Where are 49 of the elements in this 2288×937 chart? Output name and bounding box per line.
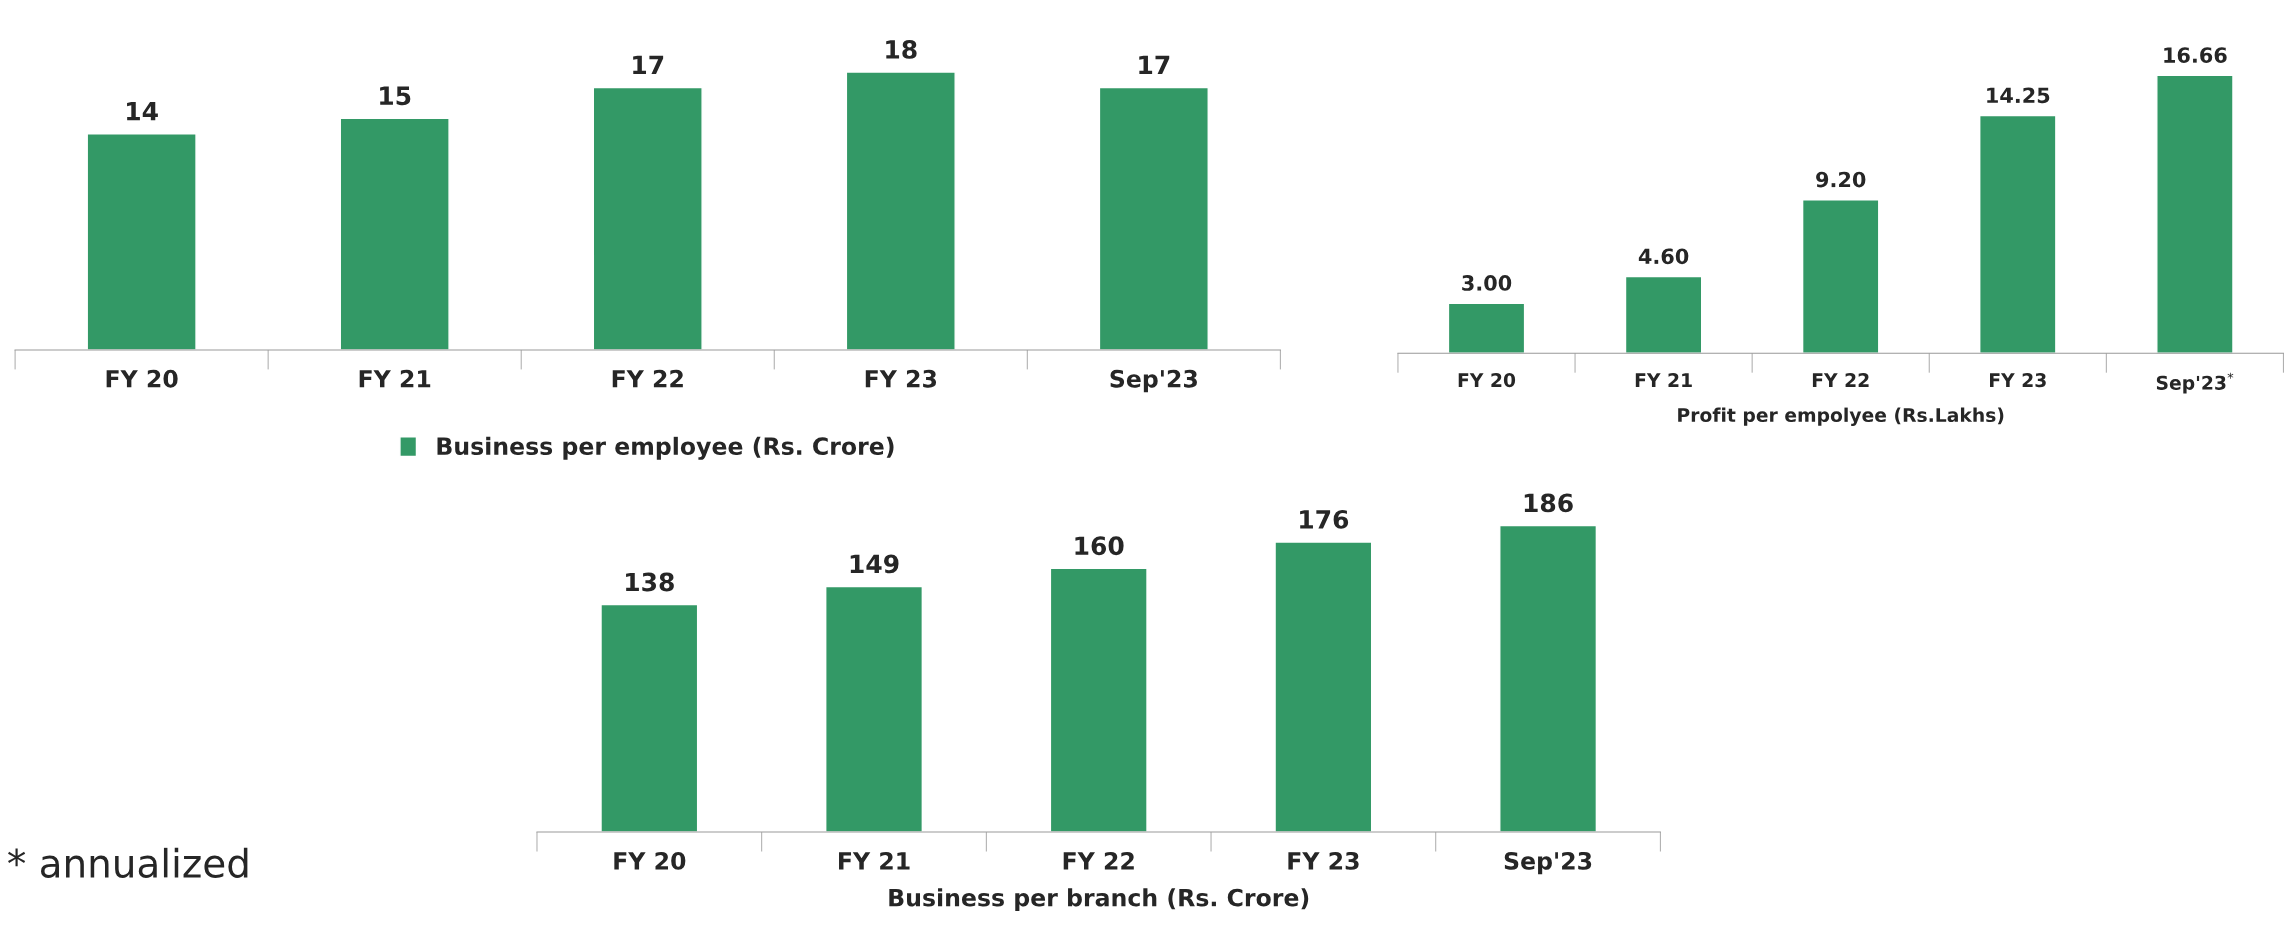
bar bbox=[2156, 74, 2234, 354]
x-tick-label: FY 21 bbox=[1635, 373, 1692, 387]
bar bbox=[1499, 524, 1598, 833]
x-axis-title: Profit per empolyee (Rs.Lakhs) bbox=[1678, 407, 2004, 426]
bar bbox=[845, 71, 956, 350]
data-label: 18 bbox=[886, 39, 917, 59]
bar bbox=[825, 585, 924, 833]
x-axis-title: Business per branch (Rs. Crore) bbox=[889, 888, 1309, 912]
x-tick-label: FY 21 bbox=[839, 851, 910, 870]
data-label: 3.00 bbox=[1462, 275, 1512, 291]
bar bbox=[1098, 86, 1209, 350]
legend-label: Business per employee (Rs. Crore) bbox=[437, 436, 894, 460]
data-label: 17 bbox=[633, 55, 664, 74]
bar bbox=[600, 603, 699, 833]
data-label: 176 bbox=[1300, 509, 1349, 529]
data-label: 14 bbox=[127, 102, 158, 121]
data-label: 9.20 bbox=[1816, 171, 1866, 188]
x-tick-label: FY 22 bbox=[612, 369, 683, 388]
bar bbox=[1049, 567, 1148, 833]
data-label: 16.66 bbox=[2164, 47, 2227, 63]
text: * annualized bbox=[8, 847, 248, 878]
bar bbox=[1624, 275, 1703, 354]
bar bbox=[339, 117, 450, 350]
bar bbox=[592, 86, 703, 350]
x-tick-label: Sep'23 bbox=[1110, 369, 1197, 393]
bar bbox=[1274, 541, 1373, 833]
x-tick-label: FY 20 bbox=[614, 851, 686, 870]
x-tick-label: FY 23 bbox=[1288, 851, 1359, 870]
x-tick-label: Sep'23 bbox=[1504, 851, 1592, 875]
bar bbox=[86, 133, 197, 350]
x-tick-label: FY 21 bbox=[359, 369, 431, 388]
bar bbox=[1801, 199, 1880, 354]
data-label: 14.25 bbox=[1987, 87, 2050, 104]
bar bbox=[1447, 302, 1526, 354]
data-label: 149 bbox=[850, 554, 899, 574]
data-label: 4.60 bbox=[1638, 248, 1689, 265]
x-tick-label: FY 23 bbox=[865, 369, 937, 388]
data-label: 186 bbox=[1524, 493, 1573, 513]
x-tick-label: FY 22 bbox=[1812, 373, 1869, 387]
x-tick-label: FY 22 bbox=[1063, 851, 1134, 870]
bar bbox=[1979, 114, 2057, 354]
data-label: 17 bbox=[1139, 55, 1170, 74]
data-label: 138 bbox=[626, 572, 674, 592]
x-tick-label: FY 20 bbox=[106, 369, 178, 388]
data-label: 15 bbox=[380, 86, 411, 106]
x-tick-label: FY 20 bbox=[1458, 373, 1516, 388]
data-label: 160 bbox=[1075, 536, 1124, 556]
x-tick-label: FY 23 bbox=[1990, 373, 2046, 388]
x-tick-label: Sep'23$^{*}$ bbox=[2156, 372, 2234, 394]
